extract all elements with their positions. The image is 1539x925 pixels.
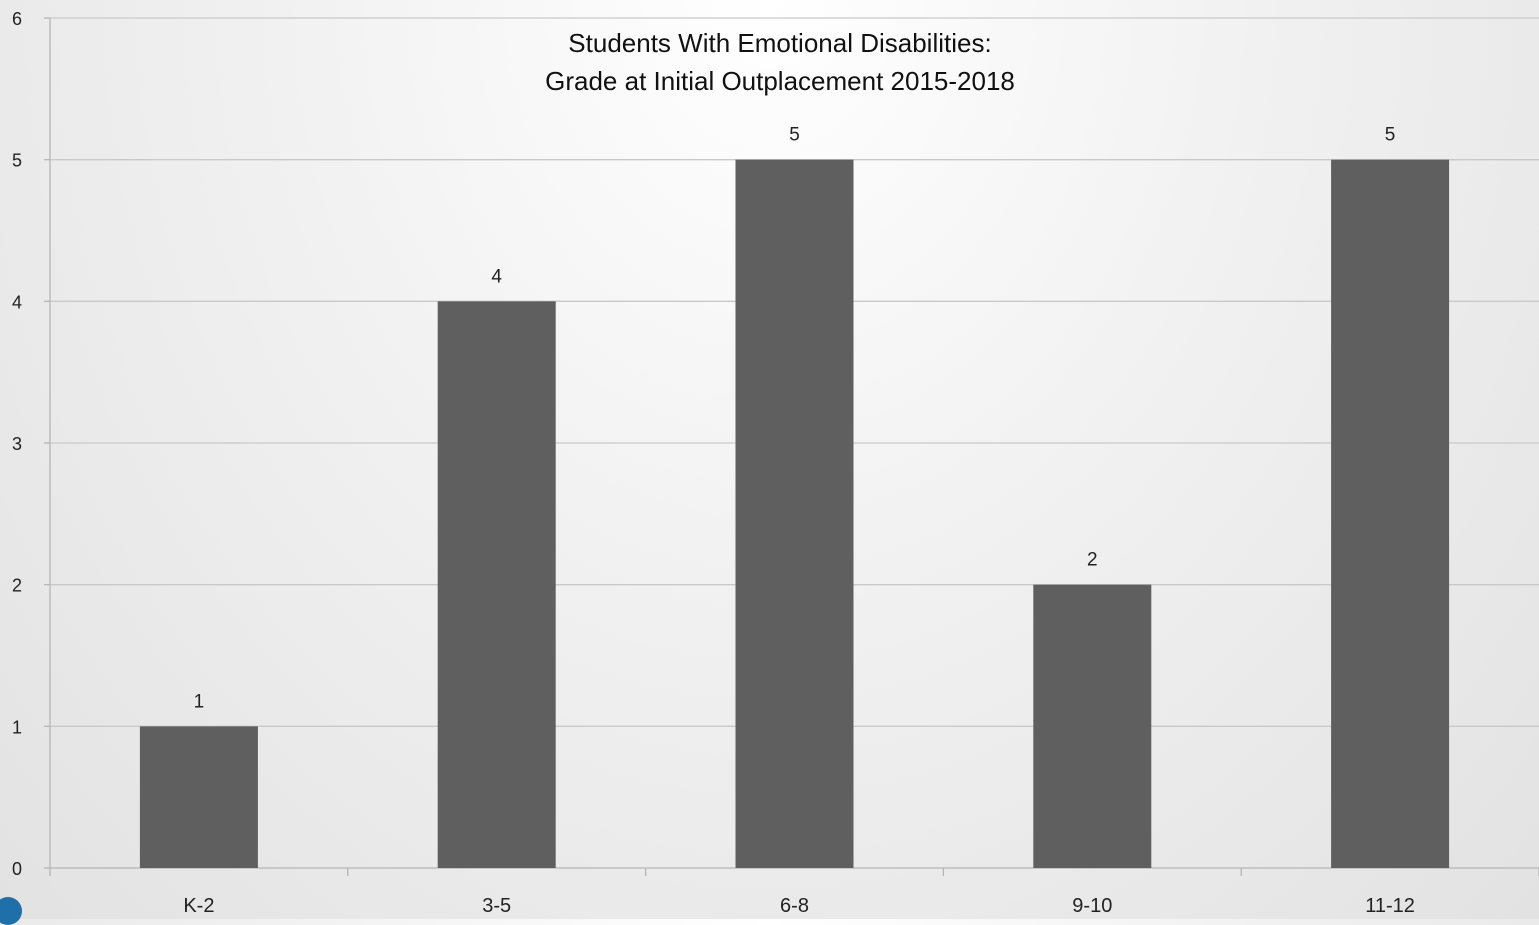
- y-tick-label: 3: [12, 434, 22, 454]
- data-label: 5: [789, 125, 800, 146]
- y-tick-label: 4: [12, 292, 22, 312]
- x-tick-label: 6-8: [780, 895, 809, 917]
- y-tick-label: 6: [12, 9, 22, 29]
- bar-K-2: [140, 726, 258, 868]
- bars: [140, 160, 1449, 868]
- bar-11-12: [1331, 160, 1449, 868]
- bar-3-5: [438, 301, 556, 868]
- x-tick-label: K-2: [183, 895, 214, 917]
- y-tick-label: 0: [12, 859, 22, 879]
- x-tick-label: 9-10: [1072, 895, 1112, 917]
- data-label: 1: [194, 691, 205, 712]
- bar-6-8: [736, 160, 854, 868]
- y-tick-label: 5: [12, 151, 22, 171]
- chart-title-line-1: Students With Emotional Disabilities:: [568, 28, 991, 58]
- y-tick-label: 1: [12, 717, 22, 737]
- x-tick-label: 11-12: [1365, 895, 1415, 917]
- y-tick-label: 2: [12, 576, 22, 596]
- data-label: 2: [1087, 550, 1098, 571]
- data-label: 4: [491, 266, 502, 287]
- y-tick-labels: 0 1 2 3 4 5 6: [12, 9, 22, 879]
- bar-9-10: [1033, 585, 1151, 868]
- x-tick-label: 3-5: [482, 895, 511, 917]
- x-tick-labels: K-2 3-5 6-8 9-10 11-12: [183, 895, 1415, 917]
- chart-title-line-2: Grade at Initial Outplacement 2015-2018: [545, 66, 1015, 96]
- data-label: 5: [1385, 125, 1396, 146]
